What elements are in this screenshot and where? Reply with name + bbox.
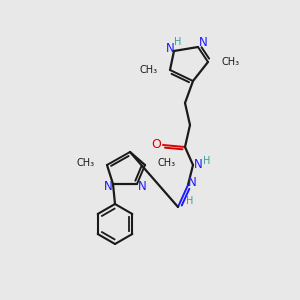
Text: CH₃: CH₃ bbox=[222, 57, 240, 67]
Text: N: N bbox=[138, 181, 146, 194]
Text: CH₃: CH₃ bbox=[77, 158, 95, 168]
Text: H: H bbox=[186, 196, 194, 206]
Text: CH₃: CH₃ bbox=[158, 158, 176, 168]
Text: CH₃: CH₃ bbox=[140, 65, 158, 75]
Text: O: O bbox=[151, 137, 161, 151]
Text: H: H bbox=[203, 156, 211, 166]
Text: H: H bbox=[174, 37, 182, 47]
Text: N: N bbox=[188, 176, 196, 190]
Text: N: N bbox=[103, 181, 112, 194]
Text: N: N bbox=[199, 37, 207, 50]
Text: N: N bbox=[166, 43, 174, 56]
Text: N: N bbox=[194, 158, 202, 172]
